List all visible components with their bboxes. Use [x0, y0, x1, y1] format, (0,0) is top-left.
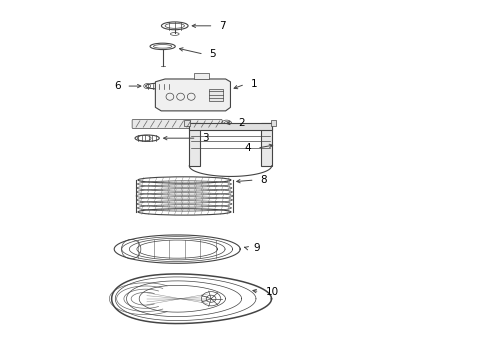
FancyBboxPatch shape: [184, 121, 190, 126]
FancyBboxPatch shape: [209, 89, 223, 101]
Text: 7: 7: [220, 21, 226, 31]
Polygon shape: [155, 79, 230, 111]
Text: 2: 2: [239, 118, 245, 127]
Text: 8: 8: [261, 175, 267, 185]
Text: 1: 1: [251, 79, 257, 89]
Text: 6: 6: [114, 81, 121, 91]
Text: 4: 4: [245, 143, 251, 153]
Text: 3: 3: [202, 133, 209, 143]
FancyBboxPatch shape: [194, 73, 209, 79]
Text: 10: 10: [266, 287, 278, 297]
FancyBboxPatch shape: [270, 121, 276, 126]
Text: 5: 5: [210, 49, 216, 59]
FancyBboxPatch shape: [261, 123, 271, 166]
Text: 9: 9: [253, 243, 260, 253]
FancyBboxPatch shape: [189, 123, 200, 166]
FancyBboxPatch shape: [132, 120, 222, 129]
FancyBboxPatch shape: [189, 123, 271, 130]
